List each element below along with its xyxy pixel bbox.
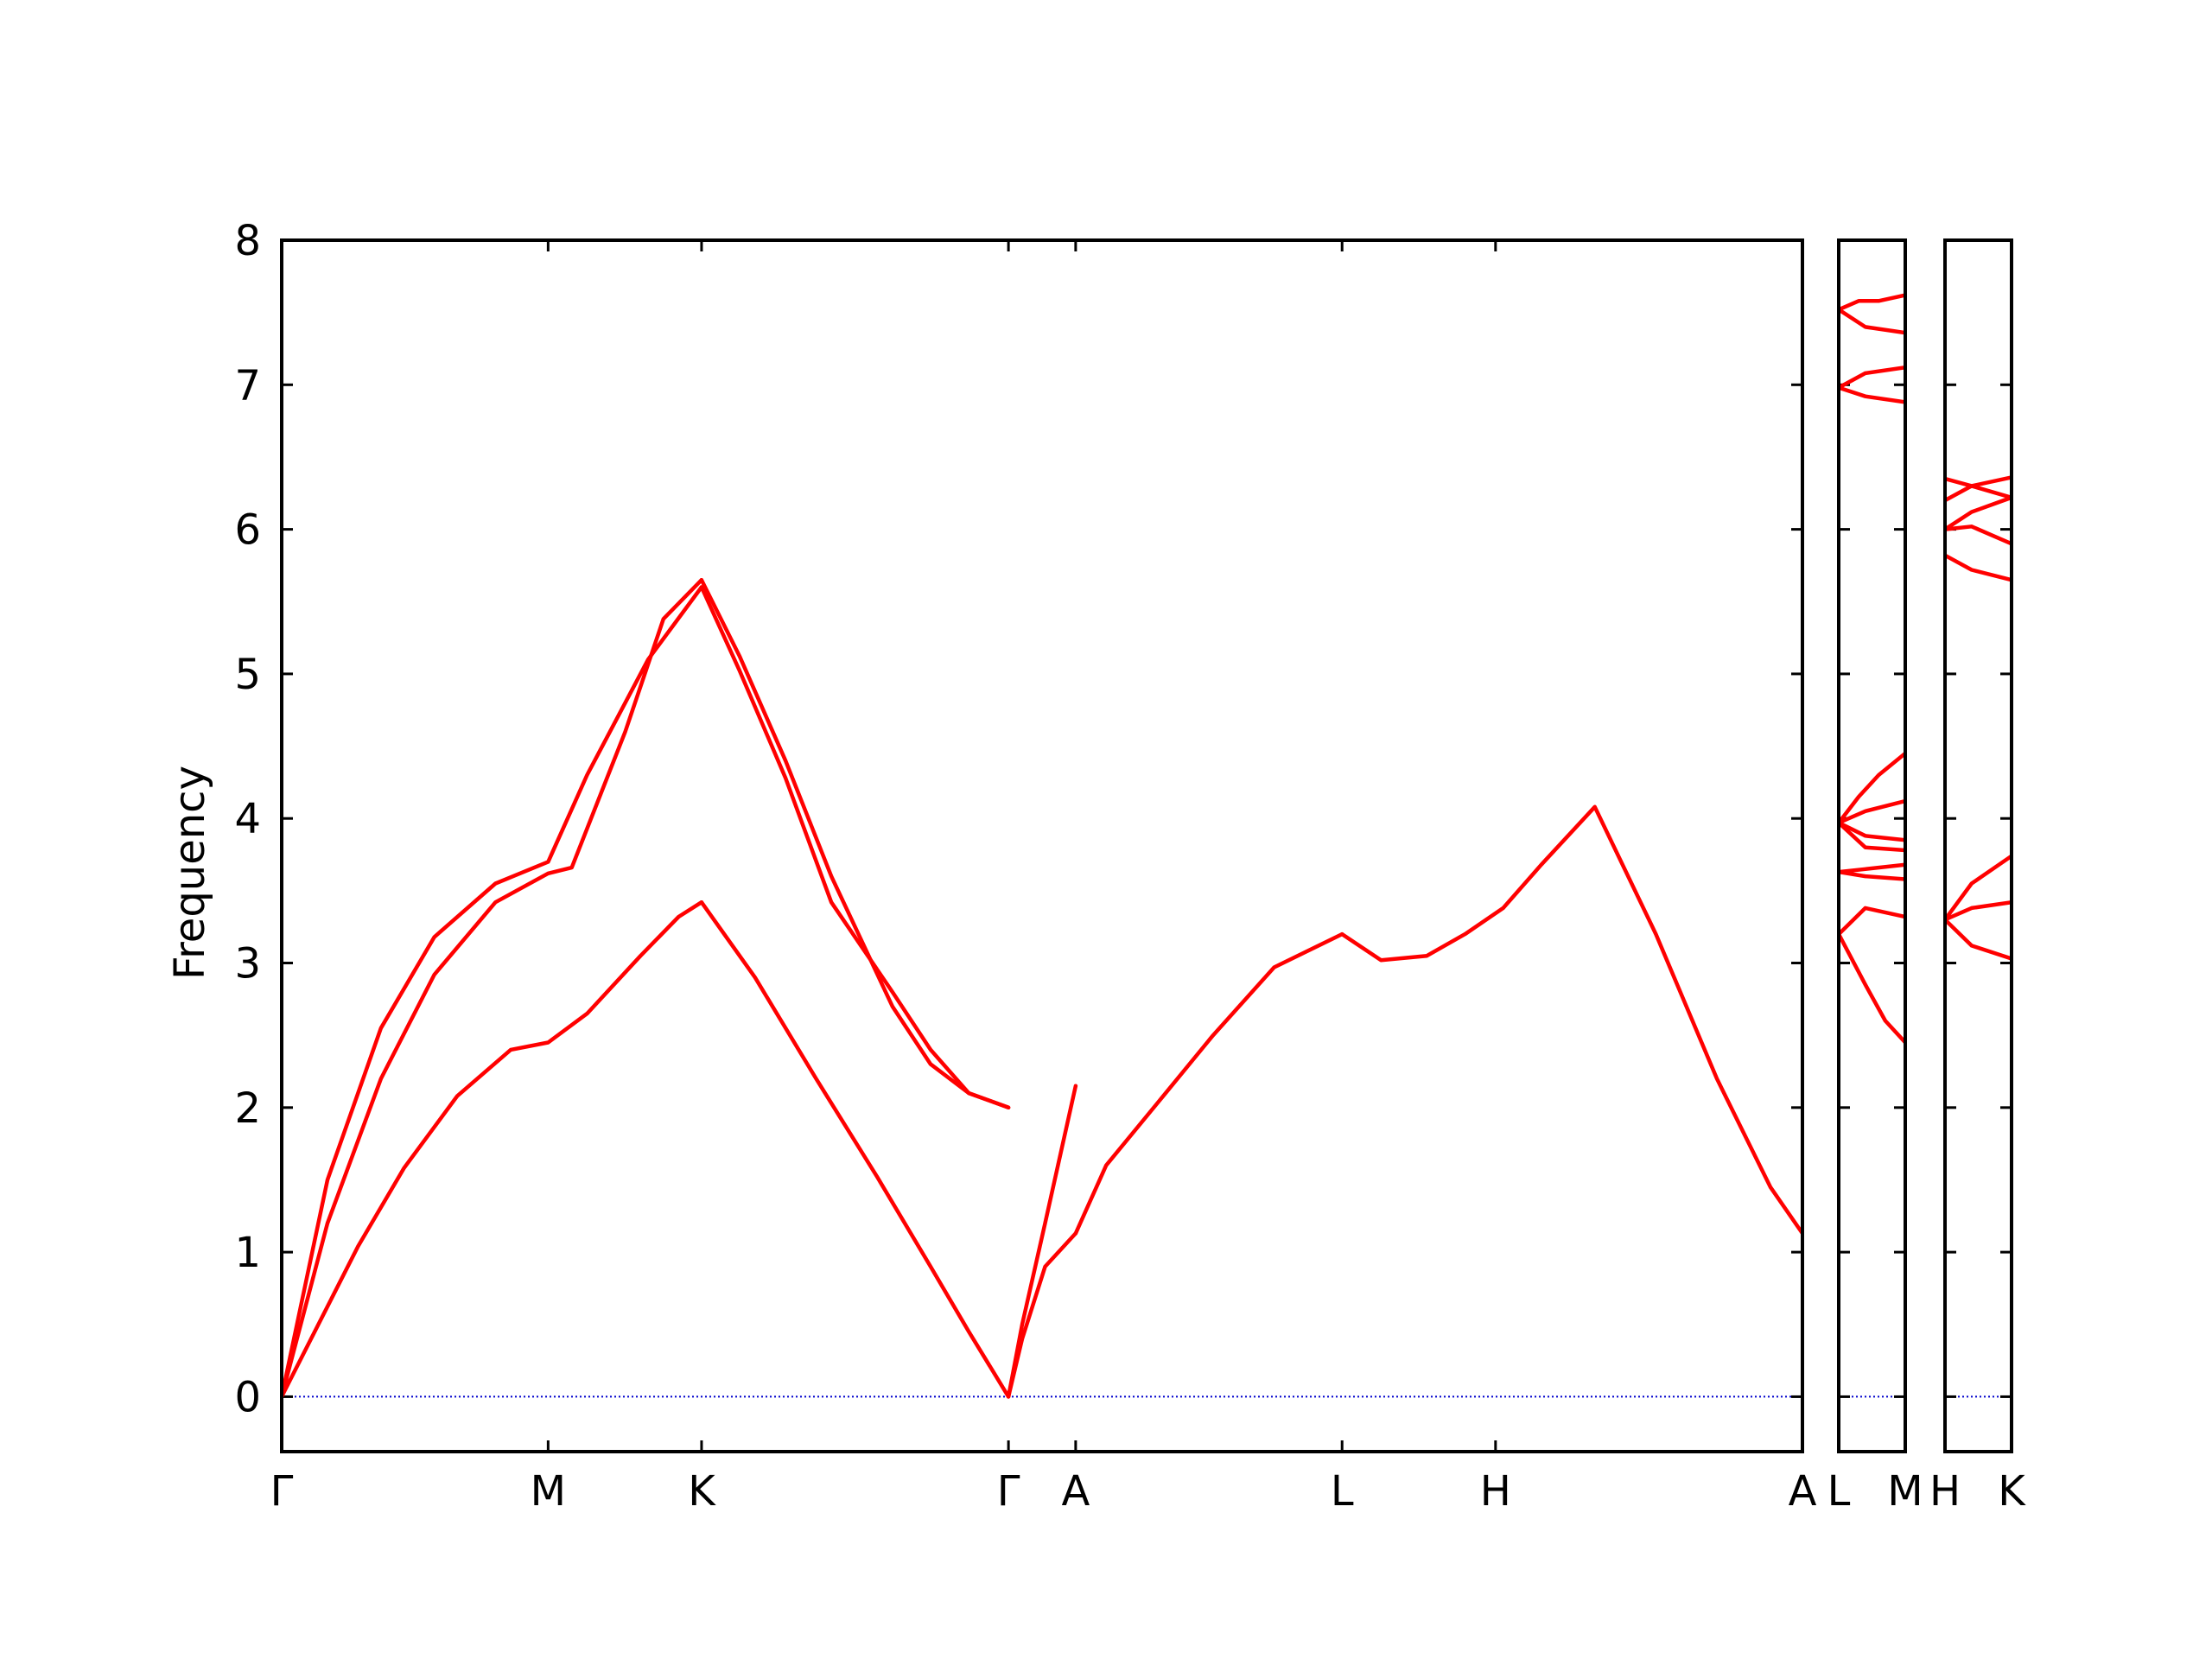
panel-frame <box>1837 238 1907 1453</box>
band-line <box>1839 798 1905 825</box>
panel-frame <box>1943 238 2013 1453</box>
y-tick-label: 6 <box>234 506 261 555</box>
y-tick-label: 2 <box>234 1084 261 1133</box>
band-line <box>1839 751 1905 825</box>
x-tick-label: A <box>1061 1467 1090 1516</box>
band-line <box>1073 931 1344 1236</box>
band-line <box>1839 820 1905 842</box>
band-line <box>1945 854 2012 922</box>
band-line <box>1839 931 1905 1045</box>
x-tick-label: M <box>1887 1467 1923 1516</box>
y-tick-label: 7 <box>234 361 261 410</box>
series-group <box>1839 293 1905 1045</box>
band-line <box>1945 524 2012 546</box>
x-tick-label: L <box>1827 1467 1851 1516</box>
band-line <box>1839 906 1905 937</box>
y-tick-label: 5 <box>234 651 261 699</box>
x-tick-label: K <box>1998 1467 2026 1516</box>
y-tick-label: 1 <box>234 1229 261 1277</box>
y-tick-label: 8 <box>234 217 261 265</box>
band-line <box>1945 553 2012 582</box>
band-line <box>1945 899 2012 922</box>
x-tick-label: M <box>531 1467 566 1516</box>
band-line <box>282 577 704 1399</box>
band-line <box>1839 365 1905 390</box>
y-tick-label: 3 <box>234 940 261 988</box>
series-group <box>1945 475 2012 961</box>
band-line <box>1839 869 1905 881</box>
x-tick-label: A <box>1789 1467 1817 1516</box>
band-line <box>1839 385 1905 404</box>
band-line <box>699 585 1011 1110</box>
band-line <box>1945 918 2012 961</box>
panel-frame <box>280 238 1804 1453</box>
band-line <box>699 899 1011 1399</box>
band-line <box>282 585 704 1399</box>
band-line <box>1839 862 1905 874</box>
band-line <box>1339 804 1802 1236</box>
band-line <box>1945 495 2012 531</box>
x-tick-label: H <box>1929 1467 1961 1516</box>
x-tick-label: Γ <box>270 1467 294 1516</box>
x-tick-label: Γ <box>997 1467 1020 1516</box>
y-tick-label: 0 <box>234 1373 261 1421</box>
band-line <box>699 577 1011 1110</box>
x-tick-label: K <box>688 1467 716 1516</box>
series-group <box>282 577 1802 1399</box>
band-line <box>1839 293 1905 312</box>
x-tick-label: H <box>1480 1467 1511 1516</box>
y-tick-label: 4 <box>234 795 261 843</box>
x-tick-label: L <box>1331 1467 1354 1516</box>
band-line <box>1839 820 1905 853</box>
band-line <box>1839 308 1905 335</box>
y-axis-label: Frequency <box>166 766 214 980</box>
band-line <box>282 899 704 1399</box>
band-line <box>1945 475 2012 503</box>
band-line <box>1006 1231 1078 1399</box>
